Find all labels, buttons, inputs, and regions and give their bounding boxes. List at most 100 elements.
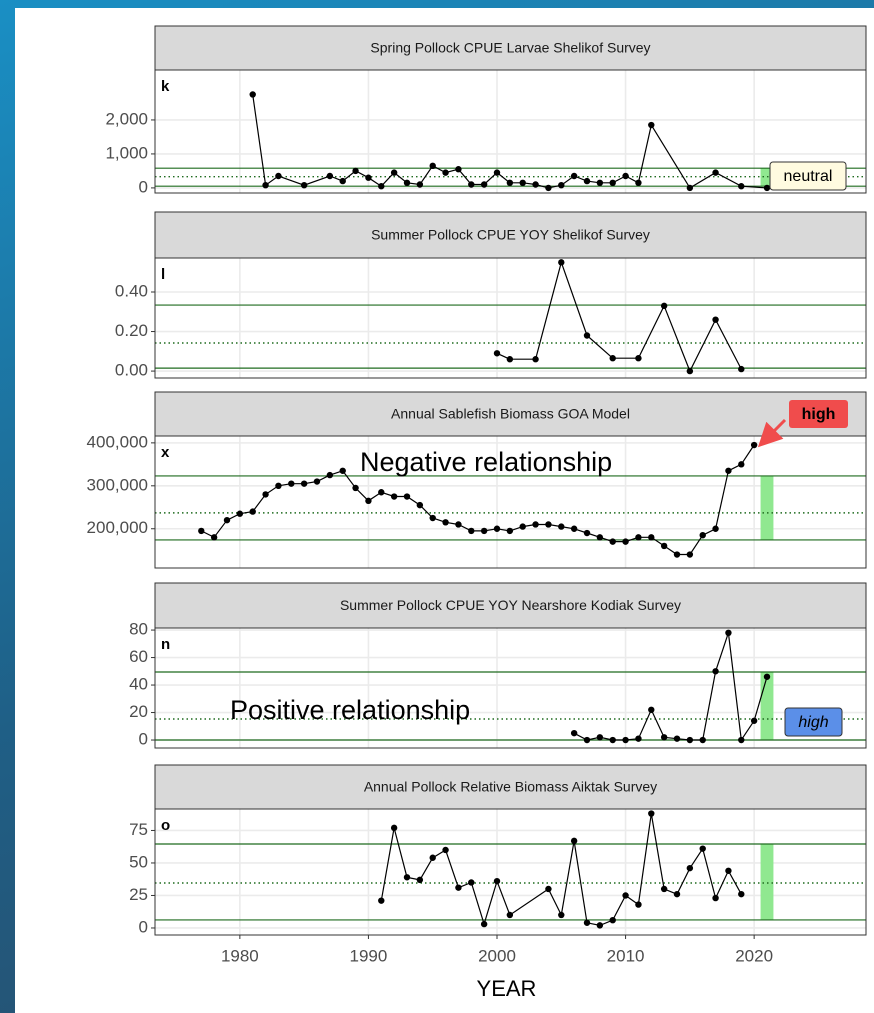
- data-point: [763, 184, 771, 192]
- data-point: [686, 864, 694, 872]
- data-point: [596, 922, 604, 929]
- data-point: [609, 736, 616, 744]
- data-point: [429, 854, 436, 861]
- data-point: [738, 461, 745, 468]
- data-point: [506, 179, 514, 187]
- y-tick-label: 0: [139, 730, 148, 749]
- data-point: [378, 897, 385, 904]
- data-point: [506, 356, 514, 363]
- data-point: [558, 523, 565, 530]
- data-point: [635, 735, 642, 742]
- data-point: [339, 177, 346, 185]
- data-point: [763, 673, 771, 680]
- data-point: [609, 916, 616, 924]
- data-point: [506, 527, 514, 535]
- data-point: [416, 181, 424, 188]
- data-point: [738, 890, 745, 898]
- data-point: [570, 837, 578, 845]
- y-tick-label: 2,000: [105, 109, 148, 128]
- data-point: [480, 181, 488, 188]
- highlight-band: [760, 843, 774, 920]
- data-point: [223, 516, 231, 524]
- highlight-band: [760, 671, 774, 741]
- data-point: [725, 867, 732, 874]
- data-point: [622, 892, 629, 899]
- data-point: [249, 91, 256, 98]
- data-point: [493, 877, 501, 885]
- status-label: high: [802, 406, 836, 423]
- data-point: [609, 355, 616, 362]
- data-point: [313, 478, 321, 485]
- data-point: [686, 736, 694, 744]
- y-tick-label: 0.00: [115, 361, 148, 380]
- data-point: [262, 181, 269, 189]
- status-label: neutral: [784, 168, 833, 185]
- data-point: [699, 736, 706, 744]
- status-label: high: [798, 714, 828, 731]
- y-tick-label: 20: [129, 702, 148, 721]
- data-point: [686, 551, 694, 558]
- panel-strip: [154, 582, 867, 629]
- data-point: [365, 174, 372, 181]
- data-point: [622, 538, 629, 545]
- y-tick-label: 400,000: [87, 432, 148, 451]
- data-point: [300, 181, 308, 189]
- data-point: [288, 480, 295, 487]
- data-point: [545, 885, 552, 893]
- data-point: [686, 367, 694, 375]
- data-point: [493, 350, 501, 357]
- y-tick-label: 300,000: [87, 475, 148, 494]
- y-tick-label: 80: [129, 620, 148, 639]
- data-point: [416, 876, 424, 884]
- data-point: [506, 911, 514, 919]
- data-point: [699, 845, 706, 852]
- data-point: [300, 480, 308, 487]
- data-point: [442, 519, 449, 526]
- y-tick-label: 0.40: [115, 281, 148, 300]
- plot-frame: [154, 69, 867, 194]
- panel-title: Annual Sablefish Biomass GOA Model: [391, 406, 630, 422]
- panel-strip: [154, 25, 867, 71]
- data-point: [390, 169, 398, 176]
- data-point: [635, 179, 642, 187]
- data-point: [712, 894, 719, 902]
- data-point: [378, 489, 385, 496]
- data-point: [429, 162, 436, 170]
- data-point: [558, 259, 565, 266]
- data-point: [352, 167, 359, 175]
- panel-title: Spring Pollock CPUE Larvae Shelikof Surv…: [370, 40, 650, 56]
- y-tick-label: 1,000: [105, 143, 148, 162]
- data-point: [390, 493, 398, 500]
- plot-frame: [154, 435, 867, 569]
- data-point: [660, 302, 668, 310]
- data-point: [403, 874, 411, 881]
- data-point: [468, 879, 475, 886]
- data-line: [573, 632, 768, 742]
- data-point: [750, 441, 758, 449]
- data-point: [725, 629, 732, 637]
- data-point: [198, 527, 205, 535]
- data-point: [558, 911, 565, 919]
- data-point: [519, 179, 526, 187]
- panel-title: Summer Pollock CPUE YOY Nearshore Kodiak…: [340, 597, 681, 613]
- data-point: [660, 885, 668, 893]
- data-point: [660, 542, 668, 550]
- data-point: [570, 729, 578, 737]
- data-point: [570, 525, 578, 532]
- data-point: [339, 467, 346, 474]
- data-point: [648, 706, 655, 713]
- data-point: [545, 184, 552, 192]
- panel-label: k: [161, 78, 170, 95]
- data-point: [326, 172, 334, 180]
- y-tick-label: 50: [129, 852, 148, 871]
- y-tick-label: 0: [139, 177, 148, 196]
- data-point: [596, 179, 604, 187]
- plot-frame: [154, 257, 867, 379]
- data-point: [583, 177, 591, 185]
- data-point: [403, 179, 411, 187]
- data-point: [545, 521, 552, 528]
- data-point: [673, 735, 681, 742]
- data-point: [609, 179, 616, 187]
- y-tick-label: 0.20: [115, 321, 148, 340]
